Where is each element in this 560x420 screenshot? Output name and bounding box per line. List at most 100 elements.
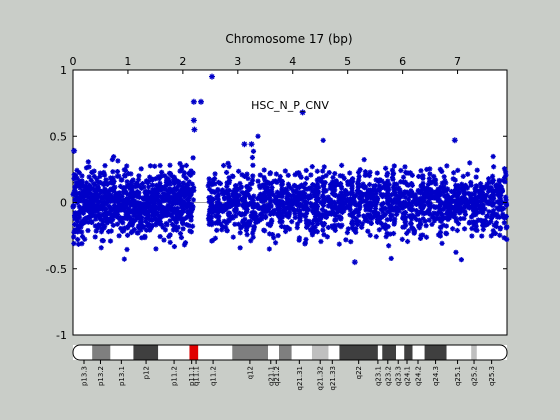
data-point — [226, 175, 232, 181]
data-point — [367, 189, 373, 195]
data-point — [164, 188, 170, 194]
data-point — [305, 195, 312, 201]
data-point — [102, 192, 108, 198]
data-point — [478, 181, 484, 187]
data-point — [504, 236, 510, 243]
data-point — [88, 190, 94, 197]
data-point — [115, 207, 121, 213]
data-point — [146, 184, 152, 190]
data-point — [267, 196, 273, 202]
data-point — [431, 173, 437, 180]
data-point — [279, 178, 285, 184]
band-label: q25.2 — [471, 366, 479, 386]
data-point — [398, 194, 404, 200]
data-point — [223, 188, 230, 194]
data-point — [393, 204, 399, 211]
data-point — [490, 228, 496, 234]
data-point — [318, 238, 324, 245]
data-point — [72, 189, 78, 195]
data-point — [174, 192, 181, 198]
data-point — [152, 206, 158, 213]
data-point — [189, 181, 195, 187]
data-point — [120, 220, 126, 226]
data-point — [212, 235, 218, 241]
data-point — [264, 179, 271, 185]
data-point — [128, 208, 135, 214]
data-point — [133, 184, 139, 190]
data-point — [501, 205, 507, 212]
data-point — [298, 195, 304, 202]
data-point — [451, 137, 458, 144]
data-point — [74, 183, 80, 189]
data-point — [161, 184, 167, 190]
y-tick-label: -1 — [56, 329, 67, 342]
data-point — [503, 213, 509, 220]
data-point — [92, 234, 98, 240]
data-point — [136, 200, 142, 206]
data-point — [357, 195, 363, 202]
data-point — [224, 183, 230, 190]
data-point — [299, 109, 306, 116]
data-point — [376, 188, 382, 194]
data-point — [380, 213, 386, 219]
data-point — [221, 207, 228, 213]
data-point — [250, 148, 257, 154]
data-point — [470, 212, 476, 218]
data-point — [189, 223, 196, 229]
data-point — [284, 195, 290, 201]
data-point — [294, 184, 301, 191]
data-point — [423, 223, 429, 229]
data-point — [425, 191, 431, 197]
data-point — [419, 209, 425, 215]
data-point — [250, 230, 256, 236]
data-point — [402, 199, 408, 205]
data-point — [171, 209, 177, 215]
data-point — [190, 170, 196, 176]
data-point — [320, 193, 327, 200]
data-point — [300, 183, 306, 190]
ideogram-band — [328, 345, 340, 360]
data-point — [86, 194, 92, 200]
data-point — [98, 229, 105, 235]
data-point — [112, 194, 119, 201]
data-point — [305, 222, 312, 228]
data-point — [487, 194, 494, 201]
data-point — [446, 215, 453, 221]
data-point — [98, 194, 104, 201]
data-point — [398, 167, 404, 174]
band-label: q12 — [246, 366, 254, 379]
data-point — [320, 168, 326, 174]
data-point — [347, 207, 353, 213]
data-point — [190, 98, 197, 105]
data-point — [294, 221, 301, 227]
data-point — [332, 182, 338, 188]
data-point — [427, 166, 433, 172]
data-point — [109, 214, 115, 220]
data-point — [388, 216, 394, 222]
data-point — [167, 218, 173, 224]
data-point — [401, 224, 408, 230]
data-point — [321, 199, 327, 205]
data-point — [267, 170, 274, 176]
band-label: p13.3 — [80, 366, 88, 386]
data-point — [160, 224, 166, 230]
data-point — [369, 216, 375, 222]
data-point — [344, 191, 350, 197]
data-point — [364, 205, 370, 211]
data-point — [167, 171, 174, 177]
data-point — [367, 181, 373, 188]
data-point — [362, 185, 368, 191]
data-point — [157, 233, 163, 240]
data-point — [188, 217, 194, 223]
data-point — [397, 202, 403, 208]
data-point — [91, 168, 97, 174]
data-point — [177, 160, 183, 167]
data-point — [198, 98, 205, 105]
ideogram-band — [232, 345, 269, 360]
data-point — [83, 165, 90, 171]
data-point — [335, 193, 341, 199]
data-point — [336, 213, 342, 220]
data-point — [461, 215, 467, 222]
data-point — [181, 208, 187, 214]
data-point — [446, 201, 452, 207]
